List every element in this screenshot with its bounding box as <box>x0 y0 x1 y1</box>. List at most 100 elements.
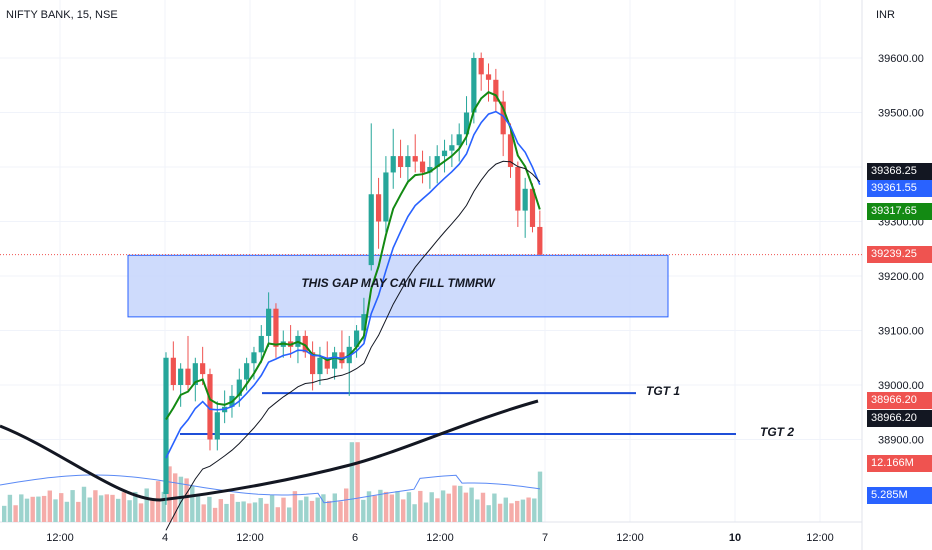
ema-slow-line <box>165 160 541 531</box>
candle-body <box>529 188 536 227</box>
volume-bar <box>480 492 486 522</box>
volume-bar <box>98 495 104 522</box>
volume-bar <box>64 501 70 522</box>
volume-bar <box>326 500 332 522</box>
volume-bar <box>304 496 309 522</box>
candle-body <box>192 363 198 385</box>
volume-bar <box>372 495 377 522</box>
volume-bar <box>53 499 58 522</box>
candle-body <box>471 58 477 113</box>
volume-bar <box>532 498 537 522</box>
volume-bar <box>116 498 121 522</box>
candle-body <box>178 368 184 385</box>
volume-bar <box>7 494 13 522</box>
volume-bar <box>315 497 320 522</box>
volume-bar <box>406 492 412 522</box>
volume-bar <box>212 507 218 522</box>
y-tick-label: 39000.00 <box>878 380 924 392</box>
volume-bar <box>492 493 497 522</box>
candle-body <box>419 161 426 173</box>
volume-bar <box>201 504 206 522</box>
volume-bar <box>497 503 503 522</box>
candle-body <box>368 194 374 266</box>
volume-bar <box>452 485 457 522</box>
volume-bar <box>138 503 144 522</box>
volume-bar <box>412 504 417 522</box>
volume-bar <box>520 499 526 522</box>
volume-bar <box>321 494 326 522</box>
volume-bar <box>418 490 423 522</box>
symbol-title: NIFTY BANK, 15, NSE <box>6 9 118 21</box>
volume-bar <box>155 481 161 522</box>
volume-bar <box>121 492 127 522</box>
candle-body <box>317 357 323 375</box>
volume-bar <box>366 491 372 522</box>
x-tick-label: 12:00 <box>806 532 834 544</box>
volume-bar <box>258 498 263 522</box>
volume-bar <box>47 490 52 522</box>
candle-body <box>493 79 499 102</box>
candle-body <box>478 58 484 75</box>
candle-body <box>170 357 176 385</box>
volume-bar <box>440 490 446 522</box>
volume-bar <box>13 505 18 522</box>
candle-body <box>310 352 316 375</box>
y-tick-label: 38900.00 <box>878 435 924 447</box>
price-tag-ema-slow: 39368.25 <box>867 163 932 180</box>
candle-body <box>405 156 411 167</box>
volume-bar <box>429 492 434 522</box>
volume-bar <box>104 494 109 522</box>
candle-body <box>361 314 367 331</box>
candle-body <box>463 112 470 135</box>
candle-body <box>441 150 448 157</box>
volume-bar <box>469 487 474 522</box>
candle-body <box>324 357 330 369</box>
volume-bar <box>93 490 98 522</box>
x-tick-label: 7 <box>542 532 548 544</box>
volume-bar <box>127 500 132 522</box>
volume-bar <box>269 494 275 522</box>
volume-bar <box>150 499 155 522</box>
volume-bar <box>190 485 195 522</box>
volume-ma-tag: 5.285M <box>867 487 932 504</box>
volume-bar <box>133 491 138 522</box>
volume-bar <box>435 498 440 522</box>
volume-bar <box>344 488 349 522</box>
candle-body <box>200 363 206 375</box>
volume-bar <box>275 507 280 522</box>
volume-bar <box>2 505 7 522</box>
volume-bar <box>218 499 223 522</box>
candle-body <box>397 156 404 167</box>
volume-bar <box>509 503 514 522</box>
volume-bar <box>309 500 315 522</box>
volume-bar <box>161 491 166 522</box>
tgt2-annotation: TGT 2 <box>760 425 795 439</box>
volume-bar <box>76 501 81 522</box>
volume-bar <box>230 493 235 522</box>
candle-body <box>500 101 506 135</box>
volume-bar <box>378 489 383 522</box>
x-tick-label: 12:00 <box>236 532 264 544</box>
candle-body <box>449 145 455 151</box>
candle-body <box>383 172 389 222</box>
volume-bar <box>252 502 258 522</box>
y-tick-label: 39100.00 <box>878 326 924 338</box>
volume-bar <box>475 499 480 522</box>
volume-bar <box>110 494 115 522</box>
price-tag-ema-fast: 39317.65 <box>867 203 932 220</box>
candle-body <box>485 74 492 80</box>
candle-body <box>522 188 528 211</box>
volume-bar <box>281 497 286 522</box>
candle-body <box>266 308 272 336</box>
volume-bar <box>30 496 35 522</box>
candle-body <box>258 335 264 353</box>
volume-bar <box>349 442 355 522</box>
volume-bar <box>292 491 298 522</box>
volume-bar <box>247 503 252 522</box>
volume-bar <box>338 501 343 522</box>
candle-body <box>244 363 250 380</box>
candle-body <box>251 352 257 364</box>
x-tick-label: 4 <box>162 532 168 544</box>
candle-body <box>331 352 338 369</box>
